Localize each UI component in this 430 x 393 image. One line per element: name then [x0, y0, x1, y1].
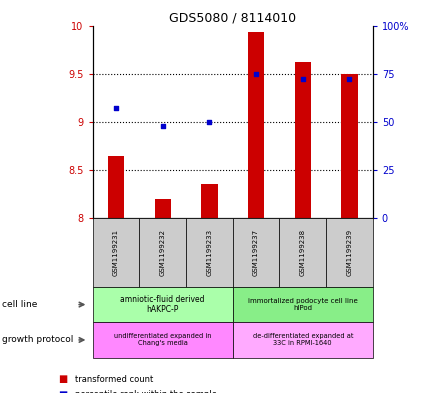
Text: cell line: cell line: [2, 300, 37, 309]
Text: GSM1199233: GSM1199233: [206, 229, 212, 276]
Text: de-differentiated expanded at
33C in RPMI-1640: de-differentiated expanded at 33C in RPM…: [252, 333, 352, 347]
Bar: [341, 73, 357, 218]
Text: GSM1199239: GSM1199239: [346, 229, 352, 276]
Text: GSM1199232: GSM1199232: [160, 229, 165, 276]
Bar: [201, 184, 217, 218]
Text: GSM1199237: GSM1199237: [252, 229, 258, 276]
Point: [112, 105, 119, 112]
Text: ■: ■: [58, 390, 67, 393]
Point: [206, 119, 212, 125]
Bar: [154, 199, 170, 218]
Text: GSM1199238: GSM1199238: [299, 229, 305, 276]
Point: [159, 123, 166, 129]
Text: GSM1199231: GSM1199231: [113, 229, 119, 276]
Text: percentile rank within the sample: percentile rank within the sample: [75, 391, 217, 393]
Text: transformed count: transformed count: [75, 375, 154, 384]
Point: [252, 70, 259, 77]
Bar: [294, 62, 310, 218]
Title: GDS5080 / 8114010: GDS5080 / 8114010: [169, 11, 295, 24]
Text: growth protocol: growth protocol: [2, 336, 74, 344]
Text: immortalized podocyte cell line
hIPod: immortalized podocyte cell line hIPod: [247, 298, 357, 311]
Bar: [247, 32, 264, 218]
Bar: [108, 156, 124, 218]
Text: amniotic-fluid derived
hAKPC-P: amniotic-fluid derived hAKPC-P: [120, 295, 205, 314]
Text: undifferentiated expanded in
Chang's media: undifferentiated expanded in Chang's med…: [114, 333, 211, 347]
Text: ■: ■: [58, 374, 67, 384]
Point: [345, 76, 352, 83]
Point: [298, 76, 305, 83]
